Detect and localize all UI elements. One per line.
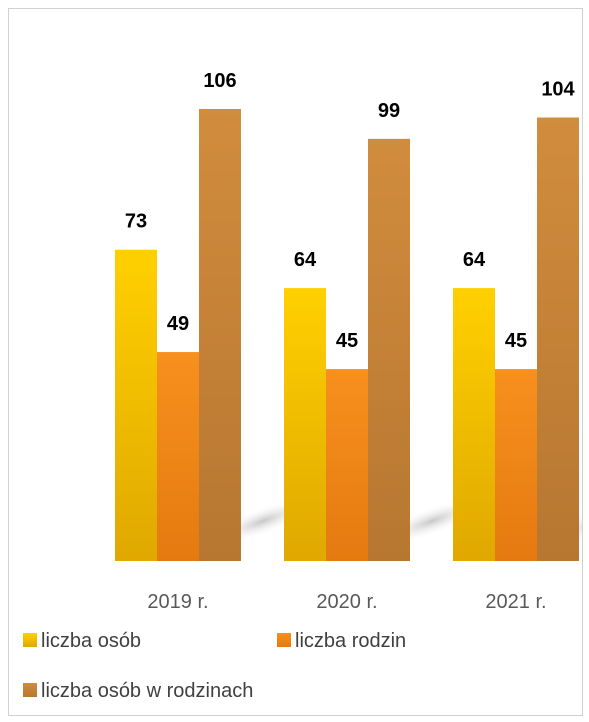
data-label: 73	[125, 211, 147, 233]
legend-swatch	[23, 683, 37, 697]
bar	[495, 369, 537, 561]
legend-label: liczba rodzin	[295, 630, 406, 652]
category-label: 2019 r.	[147, 591, 208, 613]
data-label: 64	[294, 249, 317, 271]
category-labels: 2019 r. 2020 r. 2021 r.	[147, 591, 546, 613]
category-label: 2020 r.	[316, 591, 377, 613]
bar	[199, 109, 241, 561]
data-label: 64	[463, 249, 486, 271]
bar	[537, 117, 579, 561]
bar	[157, 352, 199, 561]
chart-frame: 73 49 106 64 45 99 64 45 104 2019 r. 2020 r. 2021 …	[8, 8, 583, 716]
bar	[368, 138, 410, 561]
data-label: 45	[505, 330, 527, 352]
bar	[115, 249, 157, 561]
legend-label: liczba osób w rodzinach	[41, 680, 253, 702]
legend-swatch	[23, 633, 37, 647]
bar	[326, 369, 368, 561]
data-label: 49	[167, 313, 189, 335]
bars	[115, 109, 579, 561]
legend-swatch	[277, 633, 291, 647]
legend: liczba osób liczba rodzin liczba osób w ro…	[23, 630, 406, 702]
bar-chart: 73 49 106 64 45 99 64 45 104 2019 r. 2020 r. 2021 …	[23, 70, 582, 702]
bar	[453, 288, 495, 561]
bar	[284, 288, 326, 561]
category-label: 2021 r.	[485, 591, 546, 613]
data-label: 106	[203, 70, 236, 92]
data-labels: 73 49 106 64 45 99 64 45 104	[125, 70, 576, 352]
legend-label: liczba osób	[41, 630, 141, 652]
data-label: 99	[378, 100, 400, 122]
data-label: 104	[541, 79, 575, 101]
data-label: 45	[336, 330, 358, 352]
